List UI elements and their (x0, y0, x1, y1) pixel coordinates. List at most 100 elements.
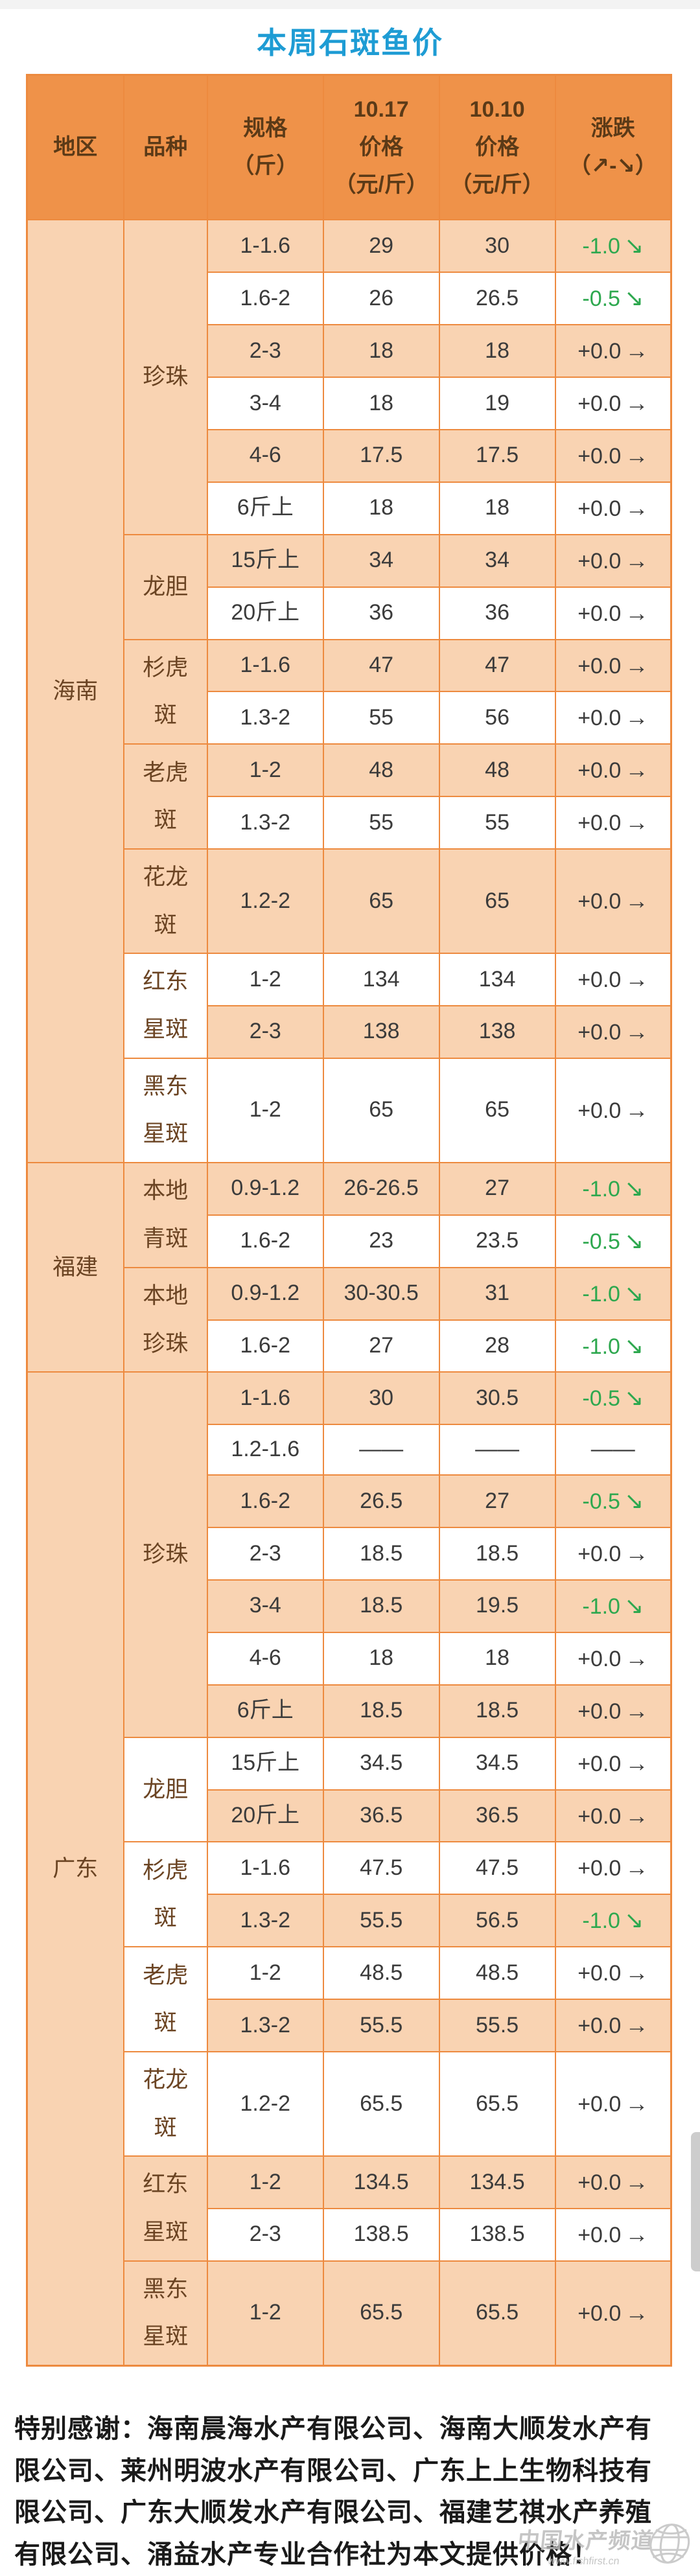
change-arrow-icon: → (625, 1096, 649, 1123)
change-arrow-icon: → (625, 599, 649, 626)
change-arrow-icon: → (625, 2012, 649, 2039)
price-1010-cell: 26.5 (438, 272, 556, 326)
spec-cell: 1-1.6 (206, 219, 324, 273)
variety-cell: 珍珠 (122, 219, 208, 535)
change-value: +0.0 (578, 653, 622, 679)
price-1017-cell: 30 (322, 1371, 440, 1426)
watermark-title: 中国水产频道 (516, 2528, 655, 2553)
variety-cell: 红东星斑 (122, 953, 208, 1059)
price-1017-cell: 48.5 (322, 1946, 440, 2001)
price-1017-cell: 18.5 (322, 1684, 440, 1738)
change-value: -0.5 (582, 286, 620, 312)
table-row: 1.6-2 27 28 -1.0 ↘ (27, 1319, 672, 1373)
spec-cell: 2-3 (206, 324, 324, 378)
price-1010-cell: 19.5 (438, 1579, 556, 1633)
table-row: 红东星斑 1-2 134 134 +0.0 → (27, 953, 672, 1059)
change-value: +0.0 (578, 2170, 622, 2195)
change-cell: +0.0 → (554, 2051, 672, 2157)
price-1017-cell: 18 (322, 481, 440, 535)
table-row: 1.6-2 26 26.5 -0.5 ↘ (27, 272, 672, 326)
table-row: 1.3-2 55.5 56.5 -1.0 ↘ (27, 1894, 672, 1948)
region-cell: 广东 (26, 1371, 124, 2367)
change-arrow-icon: → (625, 337, 649, 364)
price-1017-cell: 138.5 (322, 2207, 440, 2262)
price-1017-cell: 18 (322, 324, 440, 378)
change-cell: +0.0 → (554, 428, 672, 483)
header-price-1017: 10.17 价格 （元/斤） (322, 74, 440, 221)
price-1010-cell: 55.5 (438, 1999, 556, 2052)
change-cell: -1.0 ↘ (554, 1161, 672, 1216)
price-1010-cell: 19 (438, 377, 556, 430)
change-value: +0.0 (578, 811, 622, 836)
change-cell: +0.0 → (554, 1736, 672, 1791)
change-arrow-icon: ↘ (624, 1227, 644, 1254)
change-cell: +0.0 → (554, 481, 672, 535)
table-row: 20斤上 36 36 +0.0 → (27, 586, 672, 640)
spec-cell: 6斤上 (206, 1684, 324, 1738)
price-1017-cell: 138 (322, 1004, 440, 1059)
header-row: 地区 品种 规格 （斤） 10.17 价格 （元/斤） 10.10 价格 （元/… (26, 74, 672, 221)
grouper-price-table: 地区 品种 规格 （斤） 10.17 价格 （元/斤） 10.10 价格 （元/… (26, 74, 672, 2367)
price-1010-cell: 138 (438, 1004, 556, 1059)
change-value: +0.0 (578, 889, 622, 914)
change-value: +0.0 (578, 601, 622, 626)
change-value: +0.0 (578, 2222, 622, 2247)
price-1017-cell: —— (322, 1424, 440, 1476)
change-cell: -0.5 ↘ (554, 1371, 672, 1426)
spec-cell: 1.6-2 (206, 1214, 324, 1268)
change-arrow-icon: → (625, 2299, 649, 2326)
table-row: 1.3-2 55.5 55.5 +0.0 → (27, 1999, 672, 2052)
price-1017-cell: 36 (322, 586, 440, 640)
change-value: +0.0 (578, 1856, 622, 1881)
scrollbar-thumb[interactable] (691, 2132, 700, 2271)
change-arrow-icon: ↘ (624, 284, 644, 312)
change-value: +0.0 (578, 2013, 622, 2039)
table-row: 6斤上 18 18 +0.0 → (27, 481, 672, 535)
variety-cell: 红东星斑 (122, 2155, 208, 2262)
change-cell: +0.0 → (554, 533, 672, 588)
spec-cell: 6斤上 (206, 481, 324, 535)
table-row: 2-3 18.5 18.5 +0.0 → (27, 1527, 672, 1581)
spec-cell: 1.6-2 (206, 1474, 324, 1529)
change-arrow-icon: ↘ (624, 1174, 644, 1201)
price-1010-cell: 27 (438, 1474, 556, 1529)
header-price-1010: 10.10 价格 （元/斤） (438, 74, 556, 221)
spec-cell: 1.2-1.6 (206, 1424, 324, 1476)
change-cell: -1.0 ↘ (554, 1579, 672, 1633)
table-row: 1.6-2 26.5 27 -0.5 ↘ (27, 1474, 672, 1529)
header-spec: 规格 （斤） (206, 74, 324, 221)
variety-cell: 黑东星斑 (122, 2260, 208, 2367)
spec-cell: 20斤上 (206, 586, 324, 640)
spec-cell: 1.3-2 (206, 1894, 324, 1948)
change-value: -1.0 (582, 1176, 620, 1201)
table-row: 2-3 18 18 +0.0 → (27, 324, 672, 378)
change-cell: +0.0 → (554, 953, 672, 1006)
spec-cell: 1-2 (206, 1946, 324, 2001)
price-1017-cell: 30-30.5 (322, 1266, 440, 1321)
change-cell: -0.5 ↘ (554, 1214, 672, 1268)
table-row: 黑东星斑 1-2 65.5 65.5 +0.0 → (27, 2260, 672, 2367)
change-arrow-icon: → (625, 809, 649, 836)
price-1017-cell: 48 (322, 743, 440, 798)
change-arrow-icon: ↘ (624, 1279, 644, 1306)
change-cell: +0.0 → (554, 1057, 672, 1163)
change-cell: +0.0 → (554, 638, 672, 693)
price-1010-cell: 27 (438, 1161, 556, 1216)
change-arrow-icon: → (625, 887, 649, 914)
change-arrow-icon: → (625, 1802, 649, 1829)
price-1017-cell: 34.5 (322, 1736, 440, 1791)
price-1010-cell: 48 (438, 743, 556, 798)
change-cell: +0.0 → (554, 377, 672, 430)
spec-cell: 0.9-1.2 (206, 1161, 324, 1216)
watermark-url: www.fishfirst.cn (547, 2555, 620, 2567)
variety-cell: 黑东星斑 (122, 1057, 208, 1163)
price-table-body: 海南 珍珠 1-1.6 29 30 -1.0 ↘ 1.6-2 26 26.5 -0.5 ↘ 2-3 18 1… (26, 219, 672, 2367)
price-1010-cell: 138.5 (438, 2207, 556, 2262)
table-row: 4-6 18 18 +0.0 → (27, 1631, 672, 1686)
variety-cell: 杉虎斑 (122, 638, 208, 745)
change-cell: +0.0 → (554, 848, 672, 955)
table-row: 4-6 17.5 17.5 +0.0 → (27, 428, 672, 483)
spec-cell: 1-1.6 (206, 638, 324, 693)
change-arrow-icon: → (625, 494, 649, 521)
price-1017-cell: 29 (322, 219, 440, 273)
